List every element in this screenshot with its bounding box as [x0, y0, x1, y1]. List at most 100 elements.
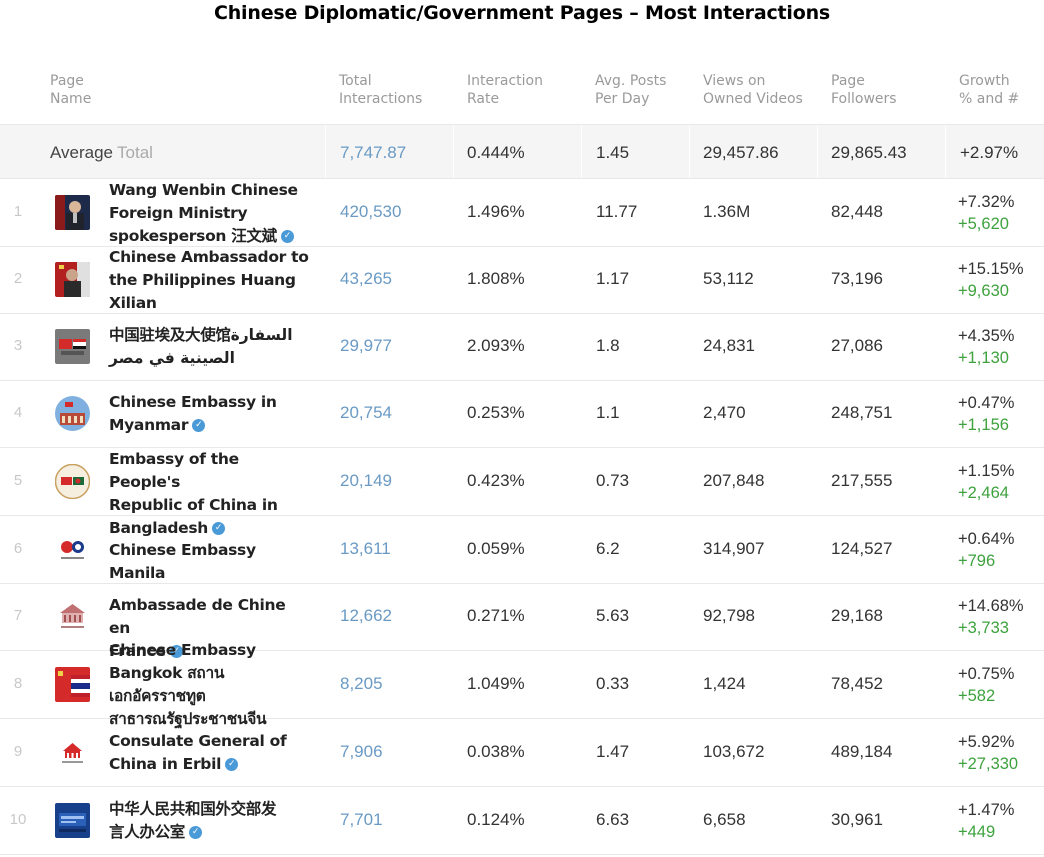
page-name-text: Myanmar [109, 416, 189, 434]
total-interactions-cell[interactable]: 20,149 [340, 471, 392, 490]
followers-cell: 489,184 [831, 742, 893, 761]
growth-percent: +0.47% [958, 394, 1015, 412]
page-name-link[interactable]: Chinese Ambassador to the Philippines Hua… [109, 246, 309, 315]
page-name-text: 中华人民共和国外交部发 [109, 800, 277, 818]
page-avatar-icon[interactable] [55, 464, 90, 499]
page-name-link[interactable]: Embassy of the People's Republic of China… [109, 448, 309, 540]
page-name-line: Ambassade de Chine en [109, 594, 309, 640]
page-name-link[interactable]: Chinese Embassy Manila [109, 539, 309, 585]
growth-cell: +5.92% +27,330 [958, 731, 1018, 775]
page-name-link[interactable]: Chinese Embassy Bangkok สถาน เอกอัครราชทูต… [109, 639, 309, 731]
total-interactions-cell[interactable]: 7,906 [340, 742, 383, 761]
total-interactions-cell[interactable]: 13,611 [340, 539, 391, 558]
total-interactions-cell[interactable]: 7,701 [340, 810, 383, 829]
page-name-text: Foreign Ministry [109, 204, 248, 222]
average-label-text: Average [50, 143, 114, 162]
page-avatar-icon[interactable] [55, 396, 90, 431]
growth-percent: +1.15% [958, 462, 1015, 480]
page-avatar-icon[interactable] [55, 599, 90, 634]
table-row[interactable]: 6 Chinese Embassy Manila 13,611 0.059% 6.2 31… [0, 516, 1044, 584]
total-interactions-cell[interactable]: 12,662 [340, 606, 392, 625]
header-line: Total [339, 73, 372, 89]
table-row[interactable]: 2 Chinese Ambassador to the Philippines Hu… [0, 246, 1044, 314]
growth-number: +9,630 [958, 282, 1009, 300]
average-total-interactions: 7,747.87 [340, 143, 407, 162]
page-name-link[interactable]: 中华人民共和国外交部发 言人办公室 ✓ [109, 798, 309, 844]
average-interaction-rate: 0.444% [467, 143, 525, 162]
avg-posts-cell: 11.77 [596, 202, 638, 221]
col-header-total-interactions[interactable]: Total Interactions [339, 72, 422, 108]
table-row[interactable]: 9 Consulate General of China in Erbil ✓ 7,90… [0, 719, 1044, 787]
page-name-text: Chinese Embassy Manila [109, 541, 256, 582]
header-line: Followers [831, 91, 897, 107]
page-name-text: Chinese Embassy [109, 641, 256, 659]
growth-cell: +1.15% +2,464 [958, 460, 1014, 504]
growth-cell: +0.47% +1,156 [958, 392, 1014, 436]
total-interactions-cell[interactable]: 29,977 [340, 336, 392, 355]
col-header-interaction-rate[interactable]: Interaction Rate [467, 72, 543, 108]
page-name-text: الصينية في مصر [109, 349, 235, 367]
page-name-link[interactable]: Ambassade de Chine en France ✓ [109, 594, 309, 663]
verified-badge-icon: ✓ [192, 419, 206, 432]
page-name-line: spokesperson 汪文斌 ✓ [109, 225, 309, 248]
total-interactions-cell[interactable]: 43,265 [340, 269, 392, 288]
page-name-line: Republic of China in [109, 494, 309, 517]
growth-percent: +1.47% [958, 801, 1015, 819]
verified-badge-icon: ✓ [225, 758, 239, 771]
interaction-rate-cell: 2.093% [467, 336, 525, 355]
column-divider [325, 125, 326, 178]
views-cell: 92,798 [703, 606, 755, 625]
average-row: Average Total 7,747.87 0.444% 1.45 29,457… [0, 124, 1044, 179]
col-header-followers[interactable]: Page Followers [831, 72, 897, 108]
page-name-text: the Philippines Huang [109, 271, 296, 289]
page-name-text: Republic of China in [109, 496, 278, 514]
views-cell: 6,658 [703, 810, 746, 829]
views-cell: 207,848 [703, 471, 765, 490]
page-name-line: สาธารณรัฐประชาชนจีน [109, 708, 309, 731]
header-line: Avg. Posts [595, 73, 667, 89]
page-name-text: Bangkok สถาน [109, 664, 225, 682]
total-interactions-cell[interactable]: 8,205 [340, 674, 383, 693]
total-interactions-cell[interactable]: 20,754 [340, 403, 392, 422]
row-rank: 6 [13, 540, 23, 557]
growth-percent: +7.32% [958, 193, 1015, 211]
table-row[interactable]: 4 Chinese Embassy in Myanmar ✓ 20,754 0.253% 1… [0, 380, 1044, 448]
avg-posts-cell: 1.17 [596, 269, 630, 288]
page-avatar-icon[interactable] [55, 532, 90, 567]
table-row[interactable]: 1 Wang Wenbin Chinese Foreign Ministry spok… [0, 179, 1044, 247]
page-name-link[interactable]: Chinese Embassy in Myanmar ✓ [109, 391, 309, 437]
page-avatar-icon[interactable] [55, 803, 90, 838]
row-rank: 8 [13, 675, 23, 692]
growth-cell: +7.32% +5,620 [958, 191, 1014, 235]
page-name-line: the Philippines Huang [109, 269, 309, 292]
total-interactions-cell[interactable]: 420,530 [340, 202, 402, 221]
col-header-avg-posts[interactable]: Avg. Posts Per Day [595, 72, 666, 108]
verified-badge-icon: ✓ [212, 522, 226, 535]
table-row[interactable]: 5 Embassy of the People's Republic of Chin… [0, 448, 1044, 537]
table-row[interactable]: 10 中华人民共和国外交部发 言人办公室 ✓ 7,701 0.124% 6.63 6,658 3… [0, 787, 1044, 855]
table-row[interactable]: 3 中国驻埃及大使馆السفارة الصينية في مصر 29,977 2.09… [0, 313, 1044, 381]
table-row[interactable]: 7 Ambassade de Chine en France ✓ 12,662 0.271… [0, 583, 1044, 660]
page-name-link[interactable]: Wang Wenbin Chinese Foreign Ministry spoke… [109, 179, 309, 248]
verified-badge-icon: ✓ [280, 230, 294, 243]
growth-percent: +14.68% [958, 597, 1024, 615]
page-avatar-icon[interactable] [55, 667, 90, 702]
avg-posts-cell: 5.63 [596, 606, 630, 625]
page-avatar-icon[interactable] [55, 195, 90, 230]
row-rank: 10 [9, 811, 27, 828]
page-name-link[interactable]: 中国驻埃及大使馆السفارة الصينية في مصر [109, 324, 309, 370]
page-avatar-icon[interactable] [55, 329, 90, 364]
page-name-link[interactable]: Consulate General of China in Erbil ✓ [109, 730, 309, 776]
col-header-views[interactable]: Views on Owned Videos [703, 72, 803, 108]
page-name-line: Chinese Embassy Manila [109, 539, 309, 585]
col-header-page-name[interactable]: Page Name [50, 72, 91, 108]
page-name-line: 中华人民共和国外交部发 [109, 798, 309, 821]
average-total-toggle[interactable]: Total [117, 143, 153, 162]
header-line: Interaction [467, 73, 543, 89]
col-header-growth[interactable]: Growth % and # [959, 72, 1019, 108]
growth-number: +449 [958, 823, 996, 841]
page-avatar-icon[interactable] [55, 735, 90, 770]
page-avatar-icon[interactable] [55, 262, 90, 297]
table-row[interactable]: 8 Chinese Embassy Bangkok สถาน เอกอัครราชทู… [0, 641, 1044, 728]
page-name-line: Chinese Ambassador to [109, 246, 309, 269]
